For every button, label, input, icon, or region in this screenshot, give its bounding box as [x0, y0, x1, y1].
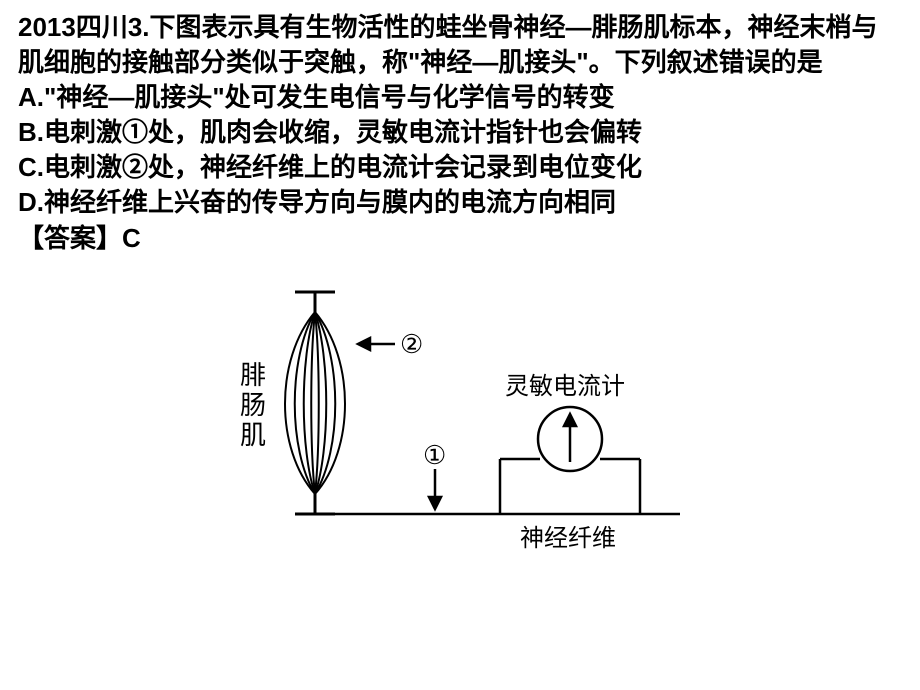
- option-c: C.电刺激②处，神经纤维上的电流计会记录到电位变化: [18, 150, 902, 185]
- diagram-container: 腓 肠 肌 ② ①: [18, 264, 902, 564]
- marker-2-label: ②: [400, 330, 423, 359]
- marker-1-label: ①: [423, 441, 446, 470]
- marker-1-arrow: [429, 469, 441, 509]
- galvanometer-label: 灵敏电流计: [505, 373, 625, 400]
- option-a: A."神经—肌接头"处可发生电信号与化学信号的转变: [18, 80, 902, 115]
- option-b: B.电刺激①处，肌肉会收缩，灵敏电流计指针也会偏转: [18, 115, 902, 150]
- muscle-label-3: 肌: [240, 421, 266, 450]
- galvanometer: [500, 407, 640, 514]
- question-stem: 2013四川3.下图表示具有生物活性的蛙坐骨神经—腓肠肌标本，神经末梢与肌细胞的…: [18, 10, 902, 80]
- muscle-label-2: 肠: [240, 391, 266, 420]
- muscle-body: [285, 312, 345, 494]
- muscle-label-1: 腓: [240, 361, 266, 390]
- answer-label: 【答案】C: [18, 221, 902, 256]
- option-d: D.神经纤维上兴奋的传导方向与膜内的电流方向相同: [18, 185, 902, 220]
- nerve-fiber-label: 神经纤维: [520, 525, 616, 552]
- marker-2-arrow: [358, 338, 395, 350]
- nerve-muscle-diagram: 腓 肠 肌 ② ①: [220, 264, 700, 564]
